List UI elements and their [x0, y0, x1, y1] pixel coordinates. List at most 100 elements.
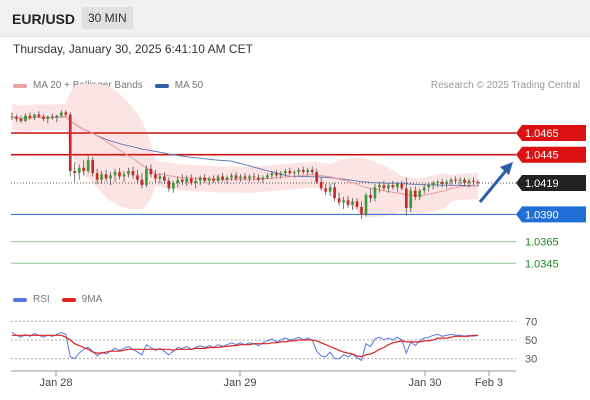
candle-body [333, 187, 336, 199]
forecast-arrowhead [500, 162, 513, 175]
candle-body [82, 167, 86, 171]
candle-body [37, 114, 41, 117]
candle-body [324, 188, 327, 192]
candle-body [113, 172, 117, 176]
bollinger-band [12, 83, 478, 218]
candle-body [292, 172, 296, 174]
candle-body [46, 116, 50, 119]
candle-body [203, 177, 207, 181]
candle-body [225, 177, 229, 180]
candle-body [167, 180, 171, 189]
chart-header: EUR/USD 30 MIN [0, 0, 590, 37]
candle-body [445, 181, 448, 185]
candle-body [149, 168, 153, 175]
candle-body [180, 179, 184, 182]
candle-body [346, 200, 350, 205]
candle-body [15, 116, 18, 119]
ma50-swatch [154, 83, 169, 88]
candle-body [270, 173, 274, 176]
candle-body [360, 206, 363, 215]
candle-body [351, 201, 354, 205]
rsi-axis-label: 30 [525, 354, 537, 366]
candle-body [310, 169, 314, 173]
candle-body [221, 176, 224, 180]
candle-body [234, 175, 238, 179]
x-tick-label: Jan 30 [408, 377, 441, 389]
support-level-label: 1.0345 [525, 258, 559, 270]
legend-ma50-label: MA 50 [174, 80, 204, 91]
last_price-level-label: 1.0419 [525, 178, 559, 190]
last_price-label-bg [516, 174, 586, 191]
candle-body [382, 185, 386, 189]
candle-body [158, 176, 162, 179]
timeframe-button[interactable]: 30 MIN [82, 7, 133, 29]
candle-body [266, 175, 269, 178]
candle-body [140, 179, 144, 186]
candle-body [342, 200, 345, 203]
candle-body [449, 179, 453, 182]
candle-body [404, 188, 408, 208]
candle-body [400, 184, 404, 189]
candle-body [59, 112, 63, 116]
candle-body [68, 114, 72, 171]
candle-body [33, 114, 36, 118]
candle-body [378, 185, 381, 188]
candle-body [306, 169, 310, 173]
candle-body [95, 173, 99, 180]
candle-body [427, 185, 431, 188]
legend-item-rsi: RSI [13, 294, 50, 305]
resistance-label-bg [516, 146, 586, 163]
candle-body [230, 175, 233, 178]
candle-body [212, 178, 215, 181]
candle-body [118, 172, 121, 177]
candle-body [472, 180, 475, 182]
candle-body [355, 201, 359, 207]
candle-body [100, 174, 103, 180]
legend-rsi-label: RSI [33, 294, 50, 305]
candle-body [391, 185, 395, 188]
candle-body [145, 168, 148, 186]
candle-body [171, 182, 175, 189]
rsi-axis-label: 50 [525, 335, 537, 347]
candle-body [136, 175, 139, 180]
candle-body [109, 175, 112, 179]
resistance-level-label: 1.0445 [525, 150, 559, 162]
candle-body [261, 177, 265, 180]
candle-body [369, 194, 372, 199]
legend-9ma-label: 9MA [81, 294, 103, 305]
candle-body [454, 179, 457, 181]
candle-body [216, 176, 220, 181]
x-tick-label: Jan 28 [39, 377, 72, 389]
candle-body [422, 187, 426, 191]
candle-body [154, 174, 157, 179]
candle-body [288, 171, 292, 174]
candle-body [458, 179, 462, 181]
candle-body [77, 167, 81, 174]
rsi-axis-label: 70 [525, 316, 537, 328]
candle-body [387, 185, 390, 189]
candle-body [409, 190, 413, 208]
candle-body [319, 181, 323, 189]
candle-body [463, 179, 466, 183]
ma20-swatch [13, 83, 27, 88]
rsi-legend: RSI 9MA [13, 294, 114, 305]
support-level-label: 1.0365 [525, 237, 559, 249]
legend-item-ma50: MA 50 [154, 80, 204, 91]
candle-body [19, 118, 23, 122]
candle-body [413, 190, 417, 198]
candle-body [373, 187, 377, 199]
candle-body [28, 115, 32, 118]
candle-body [252, 176, 256, 178]
candle-body [91, 160, 94, 174]
candle-body [297, 169, 301, 173]
candle-body [185, 178, 189, 182]
candle-body [440, 181, 444, 185]
candle-body [418, 190, 422, 198]
candle-body [396, 184, 399, 188]
candle-body [194, 180, 198, 183]
research-credit: Research © 2025 Trading Central [430, 80, 580, 91]
candle-body [50, 116, 54, 118]
candle-body [243, 176, 247, 179]
candle-body [301, 169, 305, 173]
